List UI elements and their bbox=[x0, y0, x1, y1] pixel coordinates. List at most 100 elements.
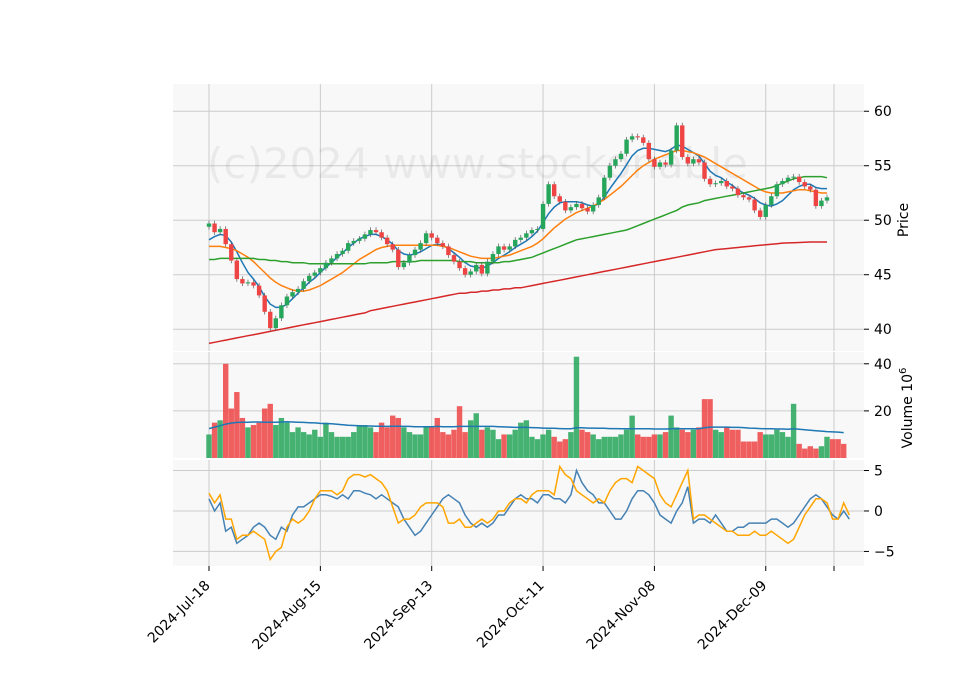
candle-body bbox=[245, 282, 251, 284]
candle-body bbox=[618, 153, 624, 160]
volume-bar bbox=[729, 429, 736, 458]
candle-body bbox=[501, 246, 507, 250]
volume-bar bbox=[440, 432, 446, 458]
volume-y-tick-label: 20 bbox=[874, 404, 892, 420]
volume-bar bbox=[779, 432, 786, 458]
candle-body bbox=[401, 262, 407, 268]
candle-body bbox=[340, 250, 345, 255]
volume-bar bbox=[351, 432, 357, 458]
volume-bar bbox=[685, 432, 691, 458]
oscillator-y-tick-label: 5 bbox=[874, 464, 883, 480]
candle-body bbox=[568, 207, 574, 211]
candle-body bbox=[607, 165, 613, 178]
candle-body bbox=[585, 208, 590, 212]
candle-body bbox=[791, 176, 796, 178]
volume-y-tick-label: 40 bbox=[874, 357, 892, 373]
candle-body bbox=[535, 228, 540, 231]
volume-bar bbox=[484, 427, 491, 458]
volume-bar bbox=[412, 434, 418, 458]
volume-bar bbox=[679, 429, 685, 458]
price-y-tick-label: 60 bbox=[874, 104, 892, 120]
price-panel-background bbox=[173, 84, 864, 351]
volume-bar bbox=[445, 434, 452, 458]
candle-body bbox=[518, 237, 523, 240]
candle-body bbox=[730, 186, 735, 189]
price-y-tick-label: 45 bbox=[874, 268, 892, 284]
volume-bar bbox=[429, 427, 435, 458]
volume-bar bbox=[763, 434, 769, 458]
candle-body bbox=[479, 264, 485, 274]
volume-bar bbox=[796, 443, 802, 458]
moving-average-line-4 bbox=[208, 241, 827, 345]
candle-body bbox=[719, 180, 724, 184]
candle-body bbox=[507, 246, 512, 250]
volume-bar bbox=[841, 443, 847, 458]
price-axis-label: Price bbox=[896, 203, 912, 237]
volume-bar bbox=[490, 429, 496, 458]
candle-body bbox=[440, 243, 446, 247]
candle-body bbox=[412, 249, 418, 256]
volume-bar bbox=[217, 420, 223, 458]
candle-body bbox=[824, 197, 830, 201]
volume-bar bbox=[746, 441, 752, 458]
volume-bar bbox=[562, 439, 569, 458]
volume-bar bbox=[384, 427, 390, 458]
volume-bar bbox=[417, 434, 424, 458]
volume-bar bbox=[724, 427, 730, 458]
candle-body bbox=[657, 162, 663, 167]
volume-bar bbox=[601, 436, 607, 458]
candle-body bbox=[435, 237, 440, 244]
volume-bar bbox=[712, 429, 719, 458]
oscillator-y-tick-label: 0 bbox=[874, 504, 883, 520]
x-tick-label: 2024-Dec-09 bbox=[695, 578, 770, 653]
volume-bar bbox=[267, 403, 273, 458]
volume-bar bbox=[835, 439, 841, 458]
candle-body bbox=[217, 228, 223, 233]
candle-body bbox=[596, 197, 601, 205]
volume-bar bbox=[740, 441, 747, 458]
volume-bar bbox=[239, 417, 246, 458]
volume-bar bbox=[557, 441, 563, 458]
volume-bar bbox=[401, 427, 407, 458]
volume-axis-label-exponent: 6 bbox=[898, 368, 909, 374]
volume-bar bbox=[367, 427, 374, 458]
volume-bar bbox=[596, 439, 602, 458]
volume-bar bbox=[523, 420, 530, 458]
volume-bar bbox=[289, 432, 296, 458]
x-tick-label: 2024-Aug-15 bbox=[250, 578, 325, 653]
volume-bar bbox=[573, 356, 580, 458]
candle-body bbox=[579, 203, 585, 209]
candle-body bbox=[696, 159, 702, 163]
candle-body bbox=[468, 271, 473, 275]
candle-body bbox=[334, 254, 340, 259]
volume-bar bbox=[813, 448, 819, 458]
candle-body bbox=[757, 210, 763, 217]
candle-body bbox=[373, 230, 379, 233]
moving-average-line-3 bbox=[209, 175, 828, 265]
volume-bar bbox=[206, 434, 212, 458]
volume-bar bbox=[250, 425, 257, 458]
candle-body bbox=[290, 292, 295, 297]
volume-bar bbox=[356, 425, 363, 458]
volume-bar bbox=[362, 425, 368, 458]
candle-body bbox=[691, 159, 696, 164]
candle-body bbox=[384, 237, 390, 245]
candle-body bbox=[796, 176, 802, 183]
candle-body bbox=[423, 233, 429, 244]
candle-body bbox=[379, 232, 384, 238]
candle-body bbox=[284, 296, 290, 306]
x-tick-label: 2024-Jul-18 bbox=[145, 578, 214, 647]
oscillator-panel-background bbox=[173, 460, 864, 566]
x-tick-label: 2024-Nov-08 bbox=[584, 578, 659, 653]
price-moving-averages bbox=[208, 144, 828, 345]
volume-bar bbox=[818, 446, 825, 458]
candle-body bbox=[629, 136, 635, 140]
candle-body bbox=[613, 159, 618, 166]
candle-body bbox=[808, 186, 813, 190]
volume-bar bbox=[774, 429, 780, 458]
candle-body bbox=[240, 279, 245, 284]
candle-body bbox=[429, 233, 434, 238]
candle-body bbox=[301, 281, 306, 289]
volume-bar bbox=[696, 427, 702, 458]
